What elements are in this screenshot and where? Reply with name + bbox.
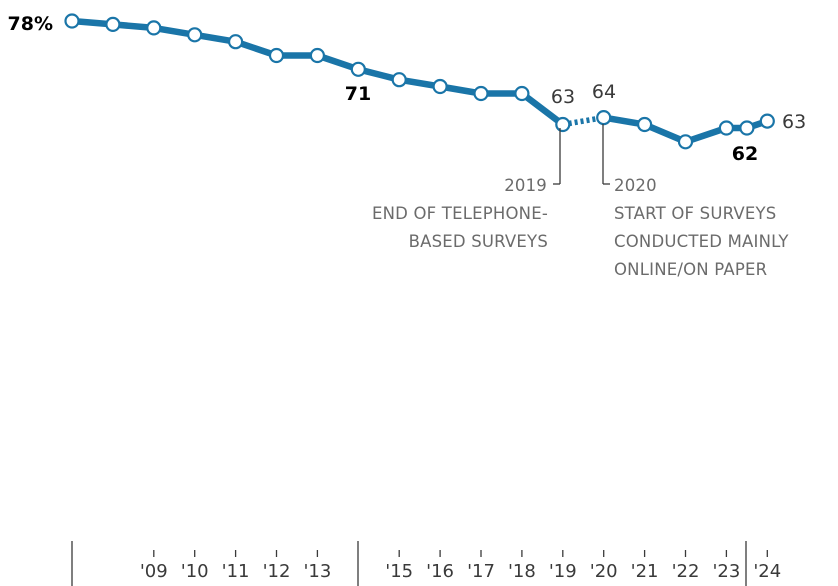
x-tick-label: '15 bbox=[385, 561, 413, 582]
annotation-left-line-2: BASED SURVEYS bbox=[409, 232, 548, 251]
value-label-end: 63 bbox=[782, 111, 806, 133]
annotation-left-year: 2019 bbox=[504, 176, 547, 195]
value-label-before-break: 63 bbox=[551, 86, 575, 108]
x-tick-label: '24 bbox=[753, 561, 781, 582]
x-tick-label: '11 bbox=[222, 561, 250, 582]
series-lines bbox=[68, 17, 771, 146]
x-tick-label: '13 bbox=[303, 561, 331, 582]
data-point bbox=[596, 109, 612, 126]
value-label-low: 62 bbox=[732, 143, 758, 165]
data-point bbox=[677, 134, 694, 150]
x-tick-label: '18 bbox=[508, 561, 536, 582]
annotation-right-line-3: ONLINE/ON PAPER bbox=[614, 260, 767, 279]
x-tick-label: '19 bbox=[549, 561, 577, 582]
value-label-after-break: 64 bbox=[592, 81, 616, 103]
data-point bbox=[718, 120, 735, 136]
data-point bbox=[105, 16, 121, 32]
x-tick-label: '12 bbox=[263, 561, 291, 582]
value-label-start: 78% bbox=[8, 13, 53, 35]
data-point bbox=[432, 78, 448, 95]
annotation-right-year: 2020 bbox=[614, 176, 657, 195]
annotation-right-line-2: CONDUCTED MAINLY bbox=[614, 232, 789, 251]
x-tick-label: '10 bbox=[181, 561, 209, 582]
data-point bbox=[228, 34, 244, 50]
data-point bbox=[268, 47, 285, 64]
data-point bbox=[739, 120, 755, 136]
data-point bbox=[309, 47, 325, 64]
data-point bbox=[391, 72, 407, 88]
annotation-right-line-1: START OF SURVEYS bbox=[614, 204, 776, 223]
x-tick-label: '20 bbox=[590, 561, 618, 582]
x-tick-label: '17 bbox=[467, 561, 495, 582]
data-points bbox=[64, 13, 775, 150]
x-axis: '09 '10 '11 '12 '13 '15 '16 '17 '18 '19 '20 '21 '22 '… bbox=[71, 541, 781, 586]
data-point bbox=[146, 20, 162, 36]
data-point bbox=[514, 85, 530, 102]
value-label-mid: 71 bbox=[345, 83, 371, 105]
x-tick-label: '23 bbox=[712, 561, 740, 582]
x-tick-label: '16 bbox=[426, 561, 454, 582]
value-labels: 78% 71 63 64 62 63 bbox=[8, 13, 807, 165]
series-line-1 bbox=[68, 17, 567, 128]
x-tick-label: '09 bbox=[140, 561, 168, 582]
annotations: 2019 END OF TELEPHONE- BASED SURVEYS 202… bbox=[372, 124, 789, 279]
annotation-left-line-1: END OF TELEPHONE- bbox=[372, 204, 548, 223]
data-point bbox=[473, 85, 489, 102]
data-point bbox=[64, 13, 80, 29]
x-tick-label: '21 bbox=[631, 561, 659, 582]
data-point bbox=[350, 61, 366, 77]
data-point bbox=[555, 116, 571, 133]
data-point bbox=[187, 27, 203, 43]
data-point bbox=[759, 113, 775, 129]
data-point bbox=[636, 116, 653, 133]
x-tick-label: '22 bbox=[672, 561, 700, 582]
